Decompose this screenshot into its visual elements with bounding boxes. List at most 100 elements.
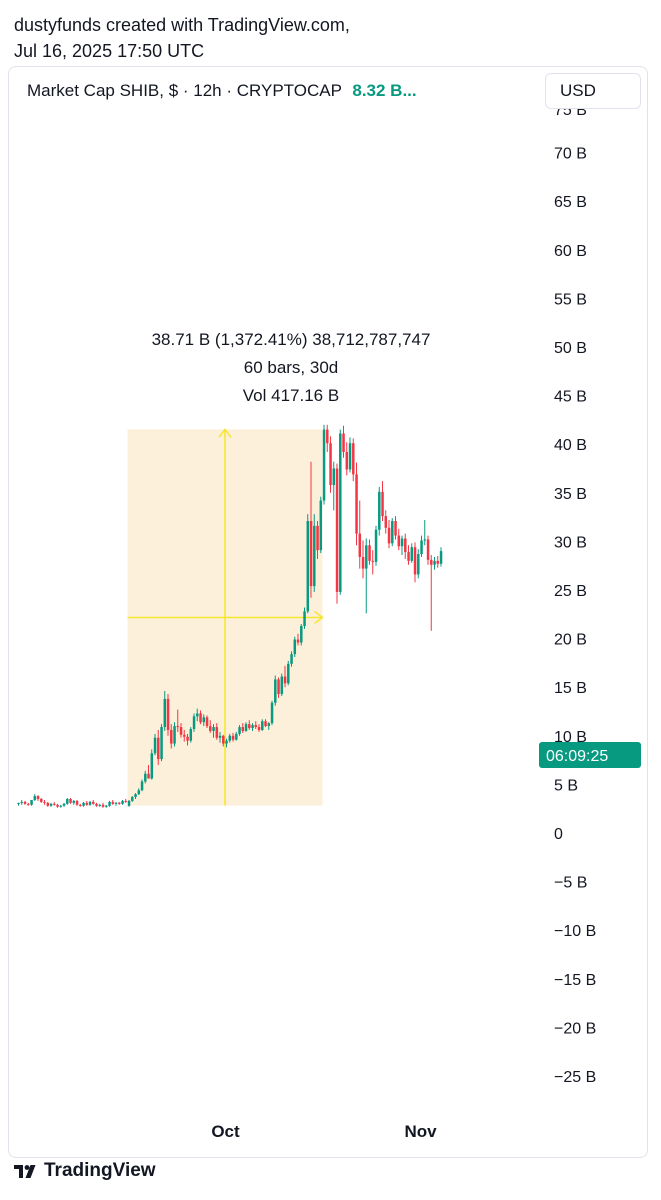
candle-body: [98, 804, 102, 806]
candle-body: [280, 676, 284, 695]
candle-body: [72, 800, 76, 803]
candle: [306, 514, 310, 614]
candle: [426, 535, 430, 565]
candle: [439, 547, 443, 567]
candle-body: [179, 727, 183, 735]
candle-body: [69, 798, 72, 803]
candle-body: [189, 728, 193, 741]
candle-body: [222, 735, 225, 744]
candle: [53, 801, 56, 806]
candle: [66, 798, 69, 805]
candle-body: [95, 803, 98, 806]
candle: [183, 729, 186, 742]
candle-body: [254, 725, 258, 728]
candle-body: [332, 468, 336, 486]
candle-body: [43, 801, 46, 803]
candle: [127, 799, 131, 807]
candle-body: [407, 552, 410, 561]
candle-body: [374, 529, 378, 562]
candle: [20, 799, 24, 805]
candle-body: [231, 735, 235, 740]
candle: [384, 510, 388, 534]
y-tick-label: 60 B: [554, 243, 587, 260]
candle: [352, 438, 355, 482]
candle-body: [384, 516, 388, 528]
candle: [397, 528, 401, 551]
candle-body: [46, 802, 50, 806]
candle-body: [387, 527, 391, 544]
candle-body: [270, 702, 274, 724]
candle-body: [420, 540, 423, 555]
candle-body: [287, 663, 290, 684]
candle: [238, 725, 241, 736]
candle: [316, 520, 319, 559]
bar-countdown-bg: [539, 742, 641, 768]
y-tick-label: −25 B: [554, 1069, 596, 1086]
candle-body: [345, 451, 349, 470]
candle: [157, 729, 160, 765]
measure-label-line3: Vol 417.16 B: [243, 386, 339, 405]
candle: [371, 550, 375, 575]
candle-body: [322, 429, 326, 501]
candle: [329, 436, 332, 493]
price-axis[interactable]: 70 B 65 B 60 B 55 B 50 B 45 B 40 B 35 B 30 B 25 B…: [554, 102, 596, 1086]
candle-body: [62, 803, 66, 806]
candle: [404, 533, 407, 559]
candle: [147, 764, 150, 779]
candle: [335, 463, 339, 604]
candle: [264, 719, 267, 728]
y-tick-label: 70 B: [554, 146, 587, 163]
candle-body: [192, 716, 196, 729]
symbol-legend[interactable]: Market Cap SHIB, $ · 12h · CRYPTOCAP 8.3…: [27, 81, 417, 101]
measure-arrow-head-up: [218, 428, 232, 438]
candle-body: [365, 545, 368, 569]
candle-body: [264, 721, 267, 727]
candle-body: [218, 735, 222, 738]
candle: [43, 799, 46, 805]
candle: [322, 424, 326, 505]
candle-body: [283, 676, 287, 684]
candle: [46, 801, 50, 807]
candle: [290, 651, 293, 667]
candle: [209, 720, 212, 733]
candle-body: [335, 468, 339, 592]
candle-body: [108, 801, 111, 806]
candle: [368, 539, 371, 565]
candle-body: [134, 794, 137, 798]
candle: [124, 798, 128, 803]
candle-body: [163, 698, 167, 728]
currency-button[interactable]: USD: [545, 73, 641, 109]
candle-body: [209, 726, 212, 731]
candle-body: [105, 805, 108, 807]
candle: [228, 733, 232, 743]
candle-body: [205, 717, 209, 727]
candle-body: [114, 802, 118, 804]
candle: [56, 803, 59, 808]
candle: [176, 709, 180, 732]
candle-body: [430, 559, 433, 565]
candle: [430, 555, 433, 631]
price-chart[interactable]: 38.71 B (1,372.41%) 38,712,787,747 60 bar…: [9, 67, 648, 1158]
candle: [270, 700, 274, 726]
candle-body: [131, 797, 134, 801]
candle-body: [329, 443, 332, 486]
candle: [410, 543, 414, 563]
measure-label-line1: 38.71 B (1,372.41%) 38,712,787,747: [152, 330, 431, 349]
candle: [218, 731, 222, 743]
attribution-line-1: dustyfunds created with TradingView.com,: [14, 15, 350, 35]
y-tick-label: 25 B: [554, 583, 587, 600]
candle: [17, 802, 20, 806]
candle-body: [257, 727, 261, 730]
candle-body: [121, 800, 124, 804]
candle-body: [404, 538, 407, 553]
candle: [199, 710, 202, 725]
candle: [40, 798, 43, 803]
candle-body: [348, 443, 352, 470]
candle: [407, 545, 410, 565]
candle: [287, 660, 290, 686]
time-axis[interactable]: Oct Nov: [211, 1122, 437, 1141]
candle-body: [391, 520, 394, 544]
attribution-line-2: Jul 16, 2025 17:50 UTC: [14, 41, 205, 61]
candle-body: [316, 525, 319, 551]
y-tick-label: −15 B: [554, 972, 596, 989]
